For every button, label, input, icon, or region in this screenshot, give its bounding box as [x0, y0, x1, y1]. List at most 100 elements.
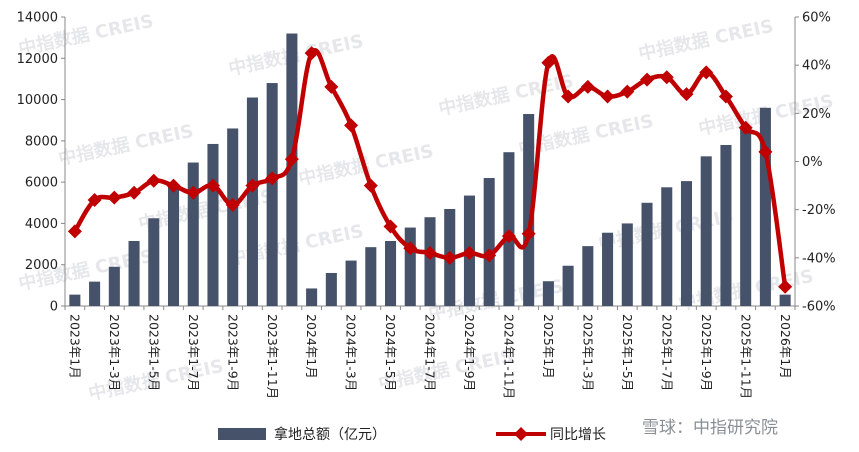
bar: [523, 114, 535, 307]
y-left-tick-label: 6000: [25, 176, 58, 191]
line-point: [521, 226, 536, 241]
bar-series: [69, 33, 791, 307]
line-point: [186, 185, 201, 200]
bar: [167, 187, 180, 306]
line-point: [87, 193, 102, 208]
line-point: [501, 229, 516, 244]
x-tick-label: 2025年1月: [541, 314, 556, 379]
line-point: [778, 279, 793, 294]
x-tick-label: 2024年1-11月: [502, 314, 517, 399]
bar: [148, 218, 160, 306]
line-point: [659, 70, 674, 85]
bar: [385, 240, 397, 306]
bar: [641, 202, 653, 306]
line-point: [265, 171, 280, 186]
line-point: [758, 144, 773, 159]
line-point: [699, 65, 714, 80]
bar: [542, 281, 554, 306]
y-right-tick-label: -40%: [802, 251, 836, 266]
bar: [779, 294, 791, 306]
bar: [227, 128, 239, 306]
line-point: [541, 55, 556, 70]
line-point: [403, 241, 418, 256]
y-right-tick-label: -60%: [802, 300, 836, 315]
line-point: [245, 178, 260, 193]
line-point: [620, 84, 635, 99]
bar: [700, 156, 712, 306]
line-point: [442, 250, 457, 265]
y-right-tick-label: 0%: [802, 155, 823, 170]
y-left-tick-label: 0: [50, 300, 58, 315]
y-left-tick-label: 12000: [17, 52, 58, 67]
legend-bar-swatch: [218, 428, 266, 440]
x-tick-label: 2023年1-9月: [225, 314, 240, 391]
bar: [128, 240, 140, 306]
line-series: [67, 46, 793, 294]
bar: [720, 144, 732, 306]
x-tick-label: 2025年1-11月: [738, 314, 753, 399]
watermark-text: 中指数据 CREIS: [56, 120, 195, 170]
line-point: [580, 79, 595, 94]
watermark-text: 中指数据 CREIS: [436, 70, 575, 120]
y-right-tick-label: 20%: [802, 107, 831, 122]
x-tick-label: 2025年1-3月: [580, 314, 595, 391]
y-right-tick-label: 60%: [802, 11, 831, 26]
bar: [286, 33, 298, 307]
x-tick-label: 2023年1-3月: [107, 314, 122, 391]
bar: [266, 83, 278, 306]
line-point: [363, 178, 378, 193]
line-point: [146, 173, 161, 188]
x-tick-label: 2024年1月: [304, 314, 319, 379]
x-tick-label: 2023年1月: [67, 314, 82, 379]
bar: [365, 247, 377, 306]
x-tick-label: 2025年1-9月: [699, 314, 714, 391]
bar: [108, 266, 120, 306]
bar: [207, 143, 219, 306]
legend: 拿地总额（亿元） 同比增长: [218, 426, 606, 443]
line-point: [738, 120, 753, 135]
line-point: [284, 152, 299, 167]
line-point: [600, 89, 615, 104]
line-point: [67, 224, 82, 239]
x-tick-label: 2023年1-7月: [186, 314, 201, 391]
line-point: [640, 72, 655, 87]
x-tick-label: 2023年1-11月: [265, 314, 280, 399]
y-left-tick-label: 14000: [17, 11, 58, 26]
line-point: [383, 219, 398, 234]
bar: [621, 223, 633, 306]
y-left-tick-label: 4000: [25, 217, 58, 232]
bar: [562, 265, 574, 306]
bar: [187, 162, 199, 306]
line-point: [462, 246, 477, 261]
line-point: [107, 190, 122, 205]
bar: [661, 187, 673, 306]
bar: [424, 217, 436, 306]
bar: [69, 294, 81, 306]
bar: [404, 227, 416, 306]
x-tick-label: 2024年1-5月: [383, 314, 398, 391]
y-left-tick-label: 10000: [17, 93, 58, 108]
bar: [246, 97, 258, 306]
bar: [759, 107, 771, 306]
line-point: [127, 185, 142, 200]
bar: [345, 260, 357, 306]
y-right-tick-label: 40%: [802, 59, 831, 74]
x-tick-label: 2024年1-9月: [462, 314, 477, 391]
line-point: [423, 246, 437, 261]
legend-line-marker: [514, 427, 528, 441]
y-left-tick-label: 2000: [25, 258, 58, 273]
watermark-text: 中指数据 CREIS: [636, 15, 775, 65]
line-point: [679, 87, 694, 102]
x-tick-label: 2026年1月: [778, 314, 793, 379]
x-tick-label: 2024年1-3月: [344, 314, 359, 391]
line-point: [344, 118, 359, 133]
line-point: [166, 178, 181, 193]
bar: [325, 272, 337, 306]
bar: [602, 232, 614, 306]
bar: [740, 128, 752, 306]
line-point: [304, 46, 319, 61]
line-point: [718, 89, 733, 104]
line-point: [225, 197, 240, 212]
x-tick-label: 2023年1-5月: [146, 314, 161, 391]
